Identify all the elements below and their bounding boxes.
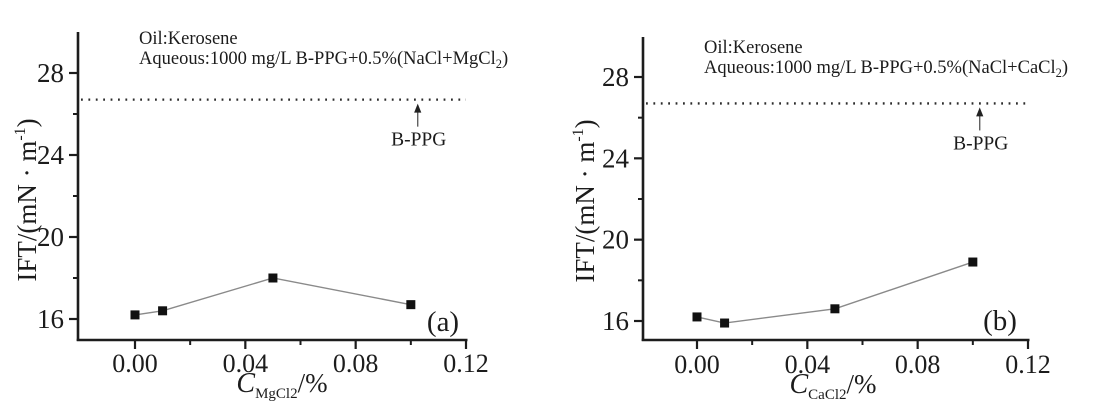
y-tick-label: 28 [602,62,629,92]
y-axis-title-group: IFT/(mN · m-1) [570,119,600,282]
x-tick-label: 0.04 [223,349,269,378]
chart-panel: B-PPG 16 20 24 28 0.00 0.04 0.08 0.12 Oil:Kerosen… [570,37,1068,403]
y-tick-label: 28 [37,58,64,88]
y-tick-label: 16 [602,306,629,336]
panel-label: (a) [427,306,459,338]
data-point-marker [268,273,278,283]
chart-panel: B-PPG 16 20 24 28 0.00 0.04 0.08 0.12 Oil:Kerosen… [12,29,508,402]
data-point-marker [158,306,168,316]
series-line [696,261,974,324]
y-tick-label: 20 [602,225,629,255]
x-axis-title: CMgCl2/% [236,368,327,402]
data-point-marker [968,257,978,267]
y-axis-title: IFT/(mN · m-1) [570,119,600,282]
bppg-arrowhead-icon [976,107,984,117]
x-tick-label: 0.00 [112,349,158,378]
x-axis-title: CCaCl2/% [789,369,876,403]
x-tick-label: 0.04 [785,350,831,379]
panel-label: (b) [983,305,1017,337]
x-tick-label: 0.00 [674,350,720,379]
data-point-marker [692,312,702,322]
reference-line-label: B-PPG [391,130,446,151]
x-tick-label: 0.12 [1005,350,1051,379]
y-tick-label: 24 [602,143,630,173]
annotation-oil: Oil:Kerosene [139,29,238,49]
data-point-marker [406,300,416,310]
y-tick-label: 16 [37,304,64,334]
data-point-marker [720,318,730,328]
x-tick-label: 0.12 [443,349,489,378]
data-point-marker [130,310,140,320]
annotation-aqueous: Aqueous:1000 mg/L B-PPG+0.5%(NaCl+MgCl2) [139,49,508,71]
annotation-aqueous: Aqueous:1000 mg/L B-PPG+0.5%(NaCl+CaCl2) [704,58,1068,80]
data-point-marker [830,304,840,314]
x-tick-label: 0.08 [895,350,941,379]
y-axis-title-group: IFT/(mN · m-1) [12,118,42,281]
y-tick-label: 24 [37,140,65,170]
bppg-arrowhead-icon [414,103,422,113]
y-tick-label: 20 [37,222,64,252]
y-axis-title: IFT/(mN · m-1) [12,118,42,281]
x-tick-label: 0.08 [333,349,379,378]
annotation-oil: Oil:Kerosene [704,38,803,58]
series-line [134,277,411,316]
reference-line-label: B-PPG [953,133,1008,154]
